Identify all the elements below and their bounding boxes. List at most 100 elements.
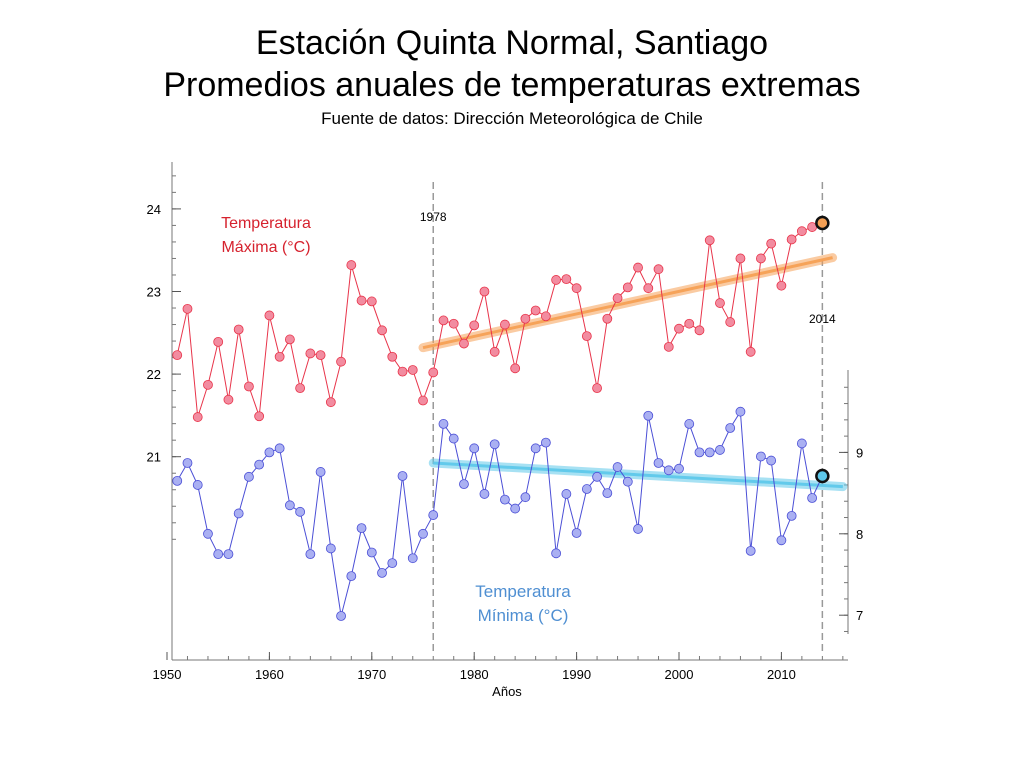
data-point: [530, 305, 541, 316]
data-point: [274, 443, 285, 454]
data-point: [622, 476, 633, 487]
data-point: [315, 467, 326, 477]
data-point: [622, 282, 633, 293]
data-point: [284, 500, 295, 511]
data-point: [520, 492, 531, 503]
data-point: [172, 350, 183, 361]
data-point: [725, 317, 736, 327]
data-point: [776, 535, 787, 546]
data-point: [796, 226, 807, 237]
series-min: Temperatura Mínima (°C): [172, 406, 848, 625]
data-point: [684, 318, 695, 329]
data-point: [704, 235, 715, 246]
data-point: [356, 523, 367, 534]
title-block: Estación Quinta Normal, Santiago Promedi…: [0, 22, 1024, 132]
data-point: [786, 234, 797, 245]
data-point: [274, 351, 285, 362]
chart-title-line2: Promedios anuales de temperaturas extrem…: [163, 66, 861, 104]
data-point: [356, 295, 367, 306]
data-point: [244, 381, 254, 392]
data-point: [612, 462, 623, 472]
series-label-line2: Máxima (°C): [221, 239, 310, 256]
data-point: [397, 366, 408, 377]
x-axis-title: Años: [492, 684, 522, 699]
x-axis-tick-label: 1960: [255, 667, 284, 682]
data-point: [500, 319, 510, 330]
x-axis-tick-label: 1950: [153, 667, 182, 682]
data-point: [172, 475, 183, 486]
x-axis-tick-label: 1990: [562, 667, 591, 682]
data-point: [633, 524, 643, 534]
data-point: [674, 463, 684, 474]
data-point: [438, 315, 449, 326]
data-point: [643, 283, 654, 294]
trend-line: [422, 256, 833, 350]
data-point: [244, 471, 254, 482]
data-point: [776, 280, 787, 291]
data-point: [366, 296, 377, 307]
data-point: [520, 313, 531, 324]
data-point: [284, 334, 295, 345]
reference-line-label: 1978: [420, 210, 447, 224]
data-point: [295, 506, 306, 517]
data-point: [612, 293, 623, 304]
data-point: [387, 558, 398, 569]
data-point: [336, 356, 346, 367]
data-point: [192, 412, 203, 422]
data-point: [551, 275, 562, 285]
data-point: [756, 253, 766, 264]
data-point: [735, 253, 746, 264]
data-point: [459, 479, 469, 490]
data-point: [500, 494, 510, 505]
chart-title-line1: Estación Quinta Normal, Santiago: [255, 24, 769, 62]
left-axis-tick-label: 24: [147, 202, 161, 217]
data-point: [448, 318, 459, 329]
data-point: [807, 493, 818, 503]
right-axis-tick-label: 8: [856, 527, 863, 542]
data-point: [674, 323, 684, 334]
data-point: [766, 455, 777, 466]
data-point: [479, 286, 490, 297]
data-point: [325, 543, 336, 554]
data-point: [346, 571, 357, 582]
left-axis-tick-label: 23: [147, 285, 161, 300]
data-point: [704, 447, 715, 458]
data-point: [745, 545, 756, 556]
data-point: [796, 438, 807, 449]
data-point: [418, 528, 428, 539]
reference-line-label: 2014: [809, 312, 836, 326]
data-point: [203, 379, 213, 390]
data-point: [336, 611, 346, 621]
chart-subtitle: Fuente de datos: Dirección Meteorológica…: [321, 109, 703, 128]
data-point: [315, 350, 326, 361]
data-point: [295, 383, 306, 394]
series-label-line2: Mínima (°C): [478, 606, 569, 625]
data-point: [397, 471, 408, 481]
data-point: [428, 367, 439, 378]
data-point: [530, 443, 541, 454]
data-point: [233, 324, 244, 335]
x-axis-tick-label: 2000: [665, 667, 694, 682]
highlight-point: [815, 215, 830, 231]
data-point: [192, 480, 203, 490]
data-point: [213, 549, 224, 560]
data-point: [663, 465, 674, 476]
series-max: Temperatura Máxima (°C): [172, 215, 838, 422]
data-point: [418, 395, 428, 406]
data-point: [725, 423, 736, 433]
data-point: [633, 262, 643, 273]
data-point: [223, 394, 234, 405]
data-point: [663, 341, 674, 352]
series-label-line1: Temperatura: [475, 582, 571, 601]
data-point: [510, 363, 521, 374]
highlight-point: [815, 468, 830, 484]
data-point: [459, 338, 469, 349]
data-point: [346, 260, 357, 270]
left-axis-tick-label: 21: [147, 450, 161, 465]
data-point: [254, 459, 265, 470]
data-point: [540, 437, 551, 448]
data-point: [325, 397, 336, 408]
data-point: [571, 528, 582, 538]
data-point: [592, 471, 602, 482]
